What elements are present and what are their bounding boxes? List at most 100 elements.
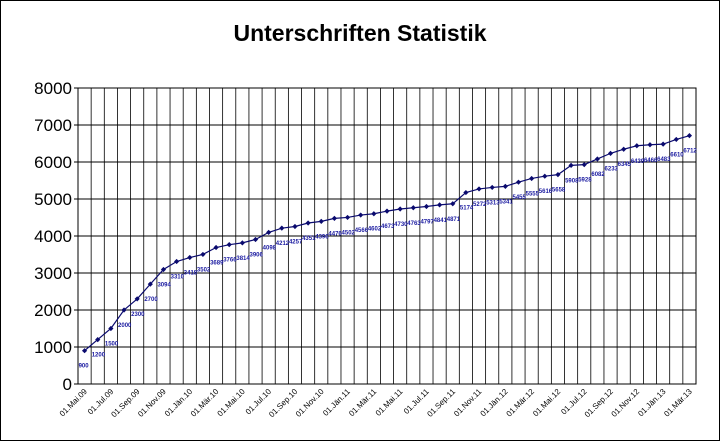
data-label: 4476 (328, 231, 342, 237)
x-tick-label: 01.Nov.12 (610, 387, 642, 419)
data-point (397, 206, 403, 212)
data-point (529, 175, 535, 182)
series-line (84, 135, 690, 352)
data-point (187, 254, 193, 261)
data-point (95, 337, 101, 343)
data-point (476, 186, 482, 192)
x-tick-label: 01.Mai.11 (374, 387, 405, 418)
y-tick-label: 3000 (34, 264, 72, 283)
data-label: 4098 (263, 245, 277, 251)
data-point (436, 202, 443, 208)
data-label: 6345 (618, 162, 632, 168)
data-label: 4351 (302, 236, 316, 242)
data-label: 4871 (447, 217, 461, 223)
data-label: 2700 (144, 297, 158, 303)
y-tick-label: 2000 (34, 301, 72, 320)
data-point (384, 208, 390, 214)
x-tick-label: 01.Mär.13 (662, 387, 694, 419)
data-label: 900 (79, 364, 90, 370)
data-label: 5555 (526, 191, 540, 197)
data-point (647, 142, 653, 148)
y-tick-label: 8000 (34, 79, 72, 98)
y-tick-label: 4000 (34, 227, 72, 246)
data-label: 2300 (131, 312, 145, 318)
x-tick-label: 01.Mai.10 (216, 387, 248, 419)
series-signatures (81, 133, 693, 354)
data-label: 4797 (420, 220, 434, 226)
data-point (305, 220, 311, 226)
data-label: 3906 (250, 252, 264, 258)
data-label: 5928 (578, 178, 592, 184)
data-point (134, 296, 140, 302)
y-tick-label: 0 (63, 375, 72, 394)
data-label: 6439 (631, 159, 645, 165)
x-axis: 01.Mai.0901.Jul.0901.Sep.0901.Nov.0901.J… (58, 387, 694, 420)
data-point (410, 205, 416, 211)
data-point (174, 258, 180, 265)
x-tick-label: 01.Nov.09 (136, 387, 168, 419)
data-point (450, 201, 456, 207)
data-label: 3814 (236, 256, 250, 262)
data-label: 3689 (210, 261, 224, 267)
data-label: 5272 (473, 202, 487, 208)
data-point (463, 189, 469, 196)
data-point (660, 141, 666, 147)
x-tick-label: 01.Mär.11 (347, 387, 378, 418)
data-point (581, 162, 587, 168)
data-point (515, 179, 522, 185)
data-label: 4763 (407, 221, 421, 227)
data-point (673, 136, 679, 143)
data-label: 1200 (92, 353, 106, 359)
data-point (252, 236, 259, 243)
data-point (279, 225, 285, 231)
data-point (226, 242, 232, 248)
data-point (121, 307, 127, 313)
data-label: 4502 (342, 230, 356, 236)
data-point (331, 215, 338, 221)
y-tick-label: 6000 (34, 153, 72, 172)
data-label: 5341 (499, 199, 513, 205)
data-label: 4673 (381, 224, 395, 230)
data-point (81, 348, 88, 354)
y-tick-label: 1000 (34, 338, 72, 357)
data-point (200, 251, 206, 258)
data-point (371, 211, 377, 217)
data-point (160, 266, 167, 273)
data-label: 4257 (289, 239, 303, 245)
data-label: 6712 (683, 149, 697, 155)
chart-title: Unterschriften Statistik (233, 20, 487, 46)
data-point (292, 223, 298, 230)
y-tick-label: 5000 (34, 190, 72, 209)
data-label: 5616 (539, 189, 553, 195)
data-point (502, 183, 508, 189)
data-label: 2000 (118, 323, 132, 329)
data-point (555, 172, 561, 178)
data-label: 4602 (368, 227, 382, 233)
data-label: 4212 (276, 241, 290, 247)
grid (77, 87, 697, 385)
data-point (568, 162, 574, 169)
data-point (239, 240, 245, 246)
data-point (423, 203, 430, 210)
data-label: 6483 (657, 157, 671, 163)
data-labels: 9001200150020002300270030943310341835023… (79, 149, 698, 370)
x-tick-label: 01.Nov.10 (294, 387, 326, 419)
data-label: 3310 (171, 275, 185, 281)
x-tick-label: 01.Mai.12 (531, 387, 563, 419)
data-label: 5313 (486, 200, 500, 206)
data-point (594, 156, 600, 162)
data-label: 6082 (591, 172, 605, 178)
data-label: 3502 (197, 267, 211, 273)
data-point (607, 150, 614, 156)
data-label: 5658 (552, 188, 566, 194)
data-label: 3094 (157, 283, 171, 289)
y-tick-label: 7000 (34, 116, 72, 135)
data-label: 6610 (670, 152, 684, 158)
data-label: 6466 (644, 158, 658, 164)
data-label: 1500 (105, 342, 119, 348)
data-point (686, 133, 693, 139)
data-label: 5908 (565, 178, 579, 184)
data-point (634, 143, 640, 149)
